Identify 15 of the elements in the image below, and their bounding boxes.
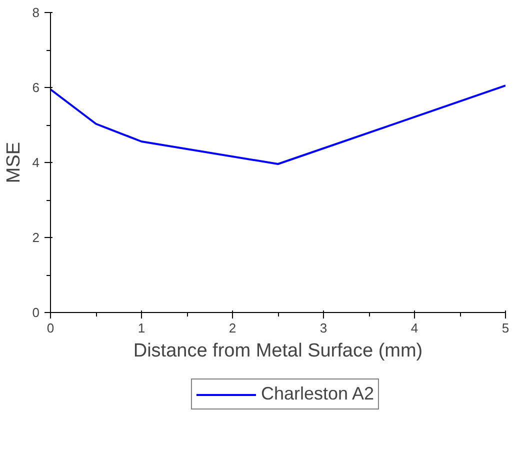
legend-label: Charleston A2: [260, 384, 374, 404]
y-tick-label: 6: [32, 80, 40, 95]
line-series: [50, 84, 506, 165]
y-tick-label: 4: [32, 155, 40, 170]
x-tick-label: 0: [46, 320, 54, 336]
x-tick-label: 2: [228, 320, 236, 336]
y-axis-title: MSE: [3, 142, 24, 184]
x-tick-label: 4: [410, 320, 418, 336]
x-tick-label: 3: [320, 320, 328, 336]
x-tick-label: 5: [502, 320, 510, 336]
y-tick-label: 0: [32, 305, 40, 320]
y-tick-label: 8: [32, 5, 40, 20]
y-tick-label: 2: [32, 230, 40, 245]
x-tick-label: 1: [138, 320, 146, 336]
x-axis-title: Distance from Metal Surface (mm): [133, 340, 423, 362]
